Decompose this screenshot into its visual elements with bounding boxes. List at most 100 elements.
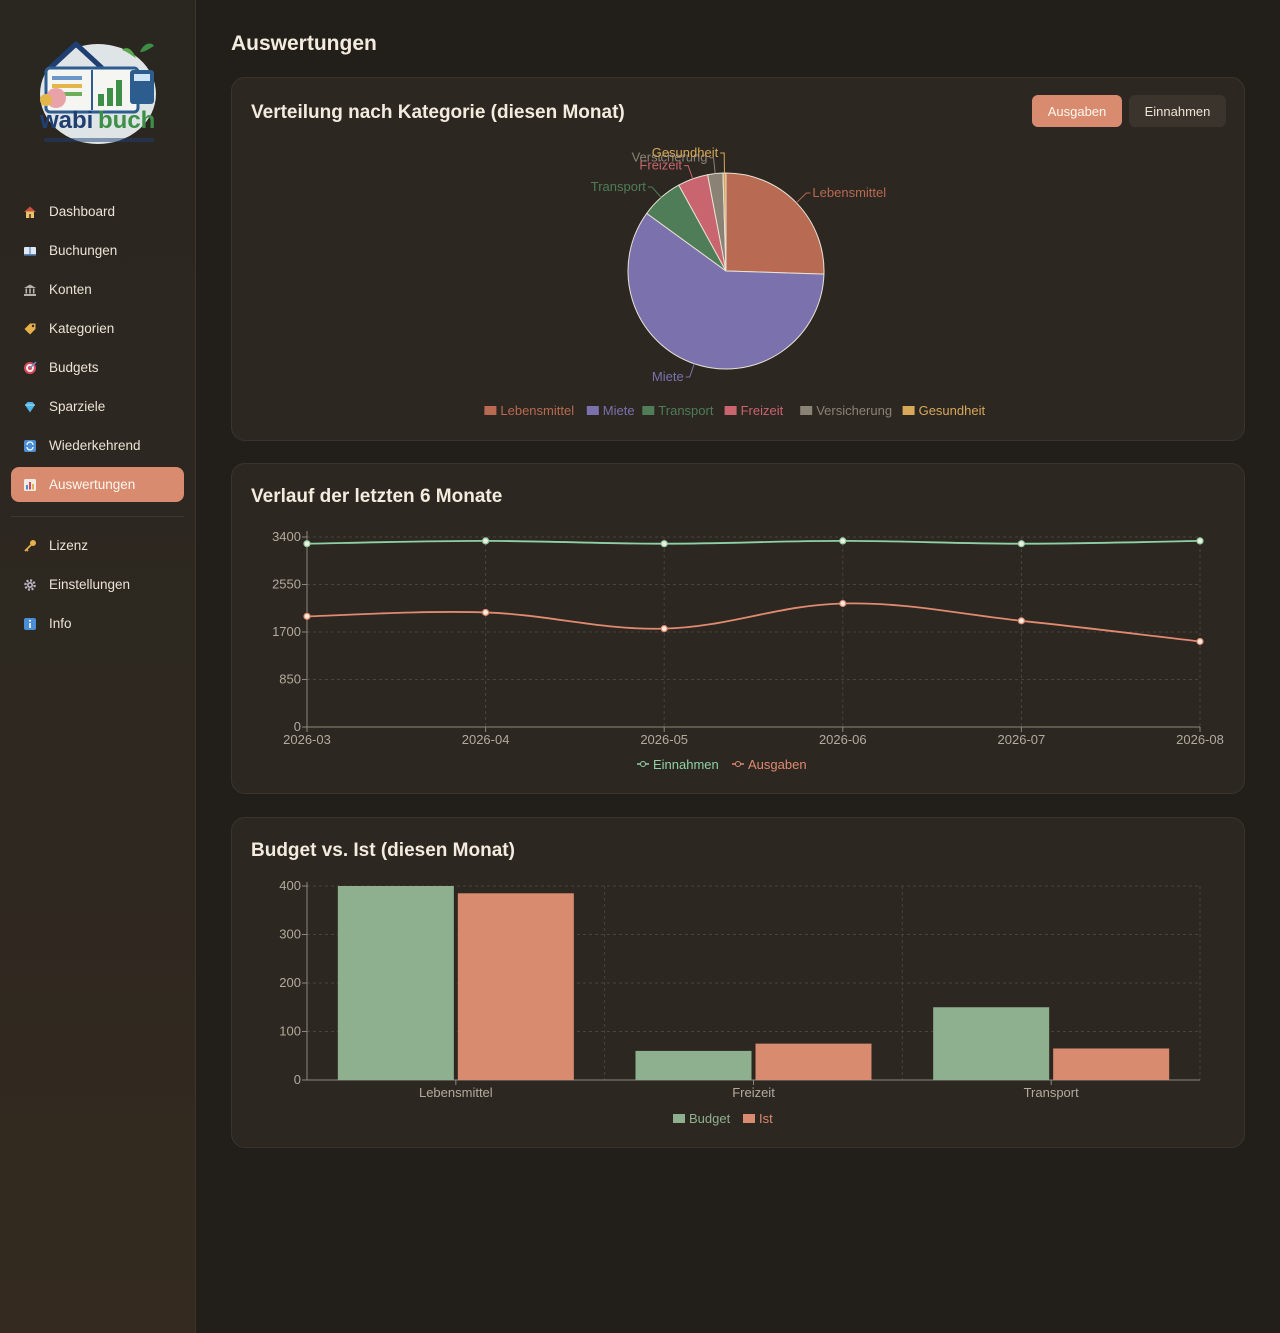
pie-label: Lebensmittel — [812, 185, 886, 200]
legend-swatch — [800, 406, 813, 415]
book-icon — [23, 244, 37, 258]
legend-swatch — [484, 406, 497, 415]
sidebar-item-einstellungen[interactable]: Einstellungen — [11, 567, 184, 602]
y-tick-label: 0 — [294, 1072, 301, 1087]
key-icon — [23, 539, 37, 553]
legend-label: Versicherung — [816, 403, 892, 418]
sidebar-item-budgets[interactable]: Budgets — [11, 350, 184, 385]
sidebar-item-label: Kategorien — [49, 321, 115, 336]
data-point — [1017, 540, 1026, 548]
bar-ist-freizeit — [755, 1043, 872, 1080]
legend-swatch — [743, 1114, 755, 1123]
pie-leader-line — [647, 186, 662, 198]
y-tick-label: 1700 — [272, 624, 301, 639]
pie-slice-lebensmittel — [725, 172, 825, 275]
bar-ist-lebensmittel — [457, 893, 574, 1080]
data-point — [1196, 537, 1204, 545]
x-tick-label: 2026-05 — [640, 732, 688, 747]
wabibuch-logo[interactable]: wabi buch — [36, 34, 160, 152]
y-tick-label: 0 — [294, 719, 301, 734]
main-navigation: Dashboard Buchungen Konten Kategorien Bu… — [11, 194, 184, 645]
sidebar-item-buchungen[interactable]: Buchungen — [11, 233, 184, 268]
budget-vs-actual-card: Budget vs. Ist (diesen Monat) 0 100 200 300… — [231, 817, 1245, 1148]
pie-label: Versicherung — [632, 150, 708, 165]
x-tick-label: 2026-06 — [819, 732, 867, 747]
info-icon — [23, 617, 37, 631]
toggle-expenses-button[interactable]: Ausgaben — [1032, 95, 1122, 127]
y-tick-label: 2550 — [272, 577, 301, 592]
sidebar: wabi buch Dashboard Buchungen Konten — [0, 0, 196, 1333]
pie-leader-line — [684, 165, 694, 179]
legend-label: Lebensmittel — [500, 403, 574, 418]
x-tick-label: 2026-07 — [998, 732, 1046, 747]
svg-text:buch: buch — [98, 107, 155, 134]
gem-icon — [23, 400, 37, 414]
sidebar-item-info[interactable]: Info — [11, 606, 184, 641]
data-point — [1196, 637, 1204, 646]
bar-budget-freizeit — [635, 1050, 752, 1080]
series-line-einnahmen — [306, 540, 1201, 545]
y-tick-label: 100 — [279, 1024, 301, 1039]
pie-slice-gesundheit — [722, 172, 727, 272]
category-pie-chart: Lebensmittel Miete Transport Freizeit Versic… — [484, 145, 985, 418]
sidebar-item-dashboard[interactable]: Dashboard — [11, 194, 184, 229]
sidebar-item-label: Auswertungen — [49, 477, 136, 492]
data-point — [660, 625, 668, 633]
house-icon — [23, 205, 37, 219]
card-title: Budget vs. Ist (diesen Monat) — [251, 840, 515, 861]
pie-leader-line — [685, 363, 695, 378]
sidebar-item-label: Konten — [49, 282, 92, 297]
data-point — [303, 612, 311, 620]
sidebar-item-label: Sparziele — [49, 399, 106, 414]
legend-swatch — [586, 406, 599, 415]
pie-label: Miete — [652, 369, 684, 384]
pie-slice-miete — [627, 212, 825, 370]
category-distribution-card: Verteilung nach Kategorie (diesen Monat)… — [231, 77, 1245, 441]
data-point — [303, 540, 311, 548]
page-title: Auswertungen — [231, 32, 377, 55]
legend-swatch — [642, 406, 655, 415]
sidebar-item-label: Info — [49, 616, 72, 631]
y-tick-label: 300 — [279, 927, 301, 942]
legend-label: Transport — [658, 403, 714, 418]
sidebar-item-label: Wiederkehrend — [49, 438, 141, 453]
legend-label: Ist — [759, 1111, 773, 1126]
gear-icon — [23, 578, 37, 592]
sidebar-item-lizenz[interactable]: Lizenz — [11, 528, 184, 563]
series-line-ausgaben — [306, 602, 1201, 643]
data-point — [1017, 617, 1026, 625]
sidebar-item-kategorien[interactable]: Kategorien — [11, 311, 184, 346]
bar-budget-lebensmittel — [337, 886, 454, 1080]
sidebar-item-label: Lizenz — [49, 538, 89, 553]
target-icon — [23, 361, 37, 375]
bar-budget-transport — [933, 1007, 1050, 1080]
svg-text:wabi: wabi — [39, 107, 93, 134]
repeat-icon — [23, 439, 37, 453]
legend-label: Einnahmen — [653, 757, 719, 772]
y-tick-label: 200 — [279, 975, 301, 990]
sidebar-item-label: Einstellungen — [49, 577, 131, 592]
toggle-income-button[interactable]: Einnahmen — [1129, 95, 1226, 127]
pie-leader-line — [720, 152, 725, 174]
x-tick-label: Transport — [1024, 1085, 1080, 1100]
data-point — [839, 599, 847, 608]
pie-label: Gesundheit — [652, 145, 719, 160]
tag-icon — [23, 322, 37, 336]
sidebar-item-label: Dashboard — [49, 204, 116, 219]
sidebar-item-konten[interactable]: Konten — [11, 272, 184, 307]
sidebar-item-auswertungen[interactable]: Auswertungen — [11, 467, 184, 502]
bar-ist-transport — [1053, 1048, 1170, 1080]
budget-bar-chart: 0 100 200 300 400 Lebensmittel Freizeit Transpo… — [279, 878, 1201, 1126]
legend-label: Budget — [689, 1111, 731, 1126]
y-tick-label: 3400 — [272, 529, 301, 544]
card-title: Verlauf der letzten 6 Monate — [251, 486, 503, 507]
legend-marker — [735, 761, 741, 767]
data-point — [839, 537, 847, 545]
x-tick-label: Lebensmittel — [419, 1085, 493, 1100]
sidebar-item-wiederkehrend[interactable]: Wiederkehrend — [11, 428, 184, 463]
x-tick-label: Freizeit — [732, 1085, 775, 1100]
legend-label: Freizeit — [741, 403, 784, 418]
pie-leader-line — [709, 157, 716, 174]
sidebar-item-sparziele[interactable]: Sparziele — [11, 389, 184, 424]
data-point — [660, 540, 668, 548]
